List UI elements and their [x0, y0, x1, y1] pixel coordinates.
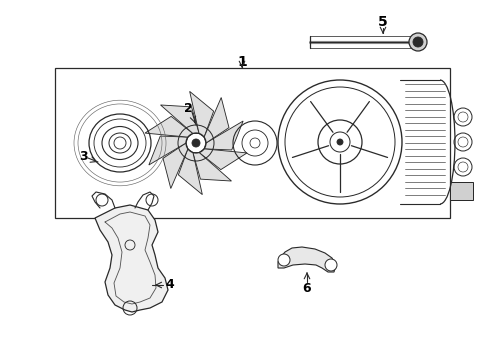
- Polygon shape: [163, 143, 188, 189]
- Circle shape: [409, 33, 427, 51]
- Circle shape: [337, 139, 343, 145]
- Polygon shape: [149, 136, 188, 165]
- Circle shape: [278, 254, 290, 266]
- Text: 3: 3: [79, 149, 87, 162]
- Polygon shape: [204, 121, 243, 150]
- Text: 5: 5: [378, 15, 388, 29]
- Polygon shape: [95, 205, 168, 312]
- Text: 2: 2: [184, 102, 193, 114]
- Polygon shape: [190, 91, 214, 137]
- Text: 4: 4: [166, 279, 174, 292]
- Text: 6: 6: [303, 282, 311, 294]
- Polygon shape: [193, 153, 231, 181]
- Polygon shape: [278, 247, 336, 272]
- Polygon shape: [145, 116, 193, 137]
- Polygon shape: [204, 98, 229, 143]
- Circle shape: [413, 37, 423, 47]
- Polygon shape: [450, 182, 473, 200]
- Circle shape: [325, 259, 337, 271]
- Polygon shape: [199, 149, 247, 170]
- Bar: [55, 68, 450, 218]
- Polygon shape: [178, 149, 202, 195]
- Polygon shape: [161, 105, 199, 134]
- Text: 1: 1: [237, 55, 247, 69]
- Circle shape: [192, 139, 200, 147]
